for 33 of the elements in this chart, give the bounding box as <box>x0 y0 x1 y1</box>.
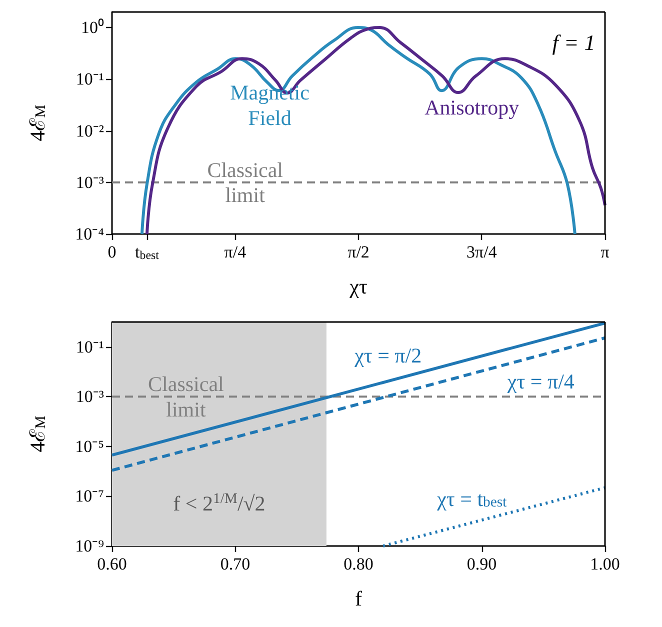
series-label: Magnetic Field <box>230 80 310 130</box>
x-tick-label: π/2 <box>348 242 370 262</box>
series-label: χτ = π/4 <box>506 369 575 394</box>
series-label: χτ = π/2 <box>354 344 422 368</box>
annotation: f = 1 <box>552 30 596 56</box>
y-tick-label: 10⁻⁷ <box>75 486 104 506</box>
y-tick-label: 10⁰ <box>81 18 104 38</box>
y-tick-label: 10⁻¹ <box>76 70 104 89</box>
x-tick-label: tbest <box>135 242 160 262</box>
y-tick-label: 10⁻⁴ <box>75 224 104 244</box>
x-tick-label: 0.90 <box>466 554 497 574</box>
y-axis-title: 4ℰM <box>25 416 50 452</box>
x-tick-label: 0 <box>108 242 116 262</box>
x-axis-title: χτ <box>348 274 368 299</box>
series-label: Anisotropy <box>424 95 520 120</box>
y-tick-label: 10⁻¹ <box>76 337 104 356</box>
y-tick-label: 10⁻³ <box>76 172 104 192</box>
x-tick-label: 0.80 <box>344 554 374 574</box>
ref-line-label: Classical limit <box>207 158 284 207</box>
y-tick-label: 10⁻³ <box>76 387 104 406</box>
x-tick-label: π <box>600 242 610 262</box>
x-tick-label: 0.60 <box>97 554 127 574</box>
y-tick-label: 10⁻² <box>76 121 104 140</box>
x-axis-title: f <box>355 586 362 611</box>
x-tick-label: 3π/4 <box>466 242 498 262</box>
ref-line-label: Classical limit <box>148 372 224 422</box>
series-label: χτ = tbest <box>436 486 507 511</box>
y-axis-title: 4ℰM <box>25 104 50 142</box>
x-tick-label: 0.70 <box>220 554 250 574</box>
x-tick-label: 1.00 <box>590 554 620 574</box>
x-tick-label: π/4 <box>224 242 247 262</box>
y-tick-label: 10⁻⁵ <box>75 436 104 456</box>
y-tick-label: 10⁻⁹ <box>75 536 104 556</box>
